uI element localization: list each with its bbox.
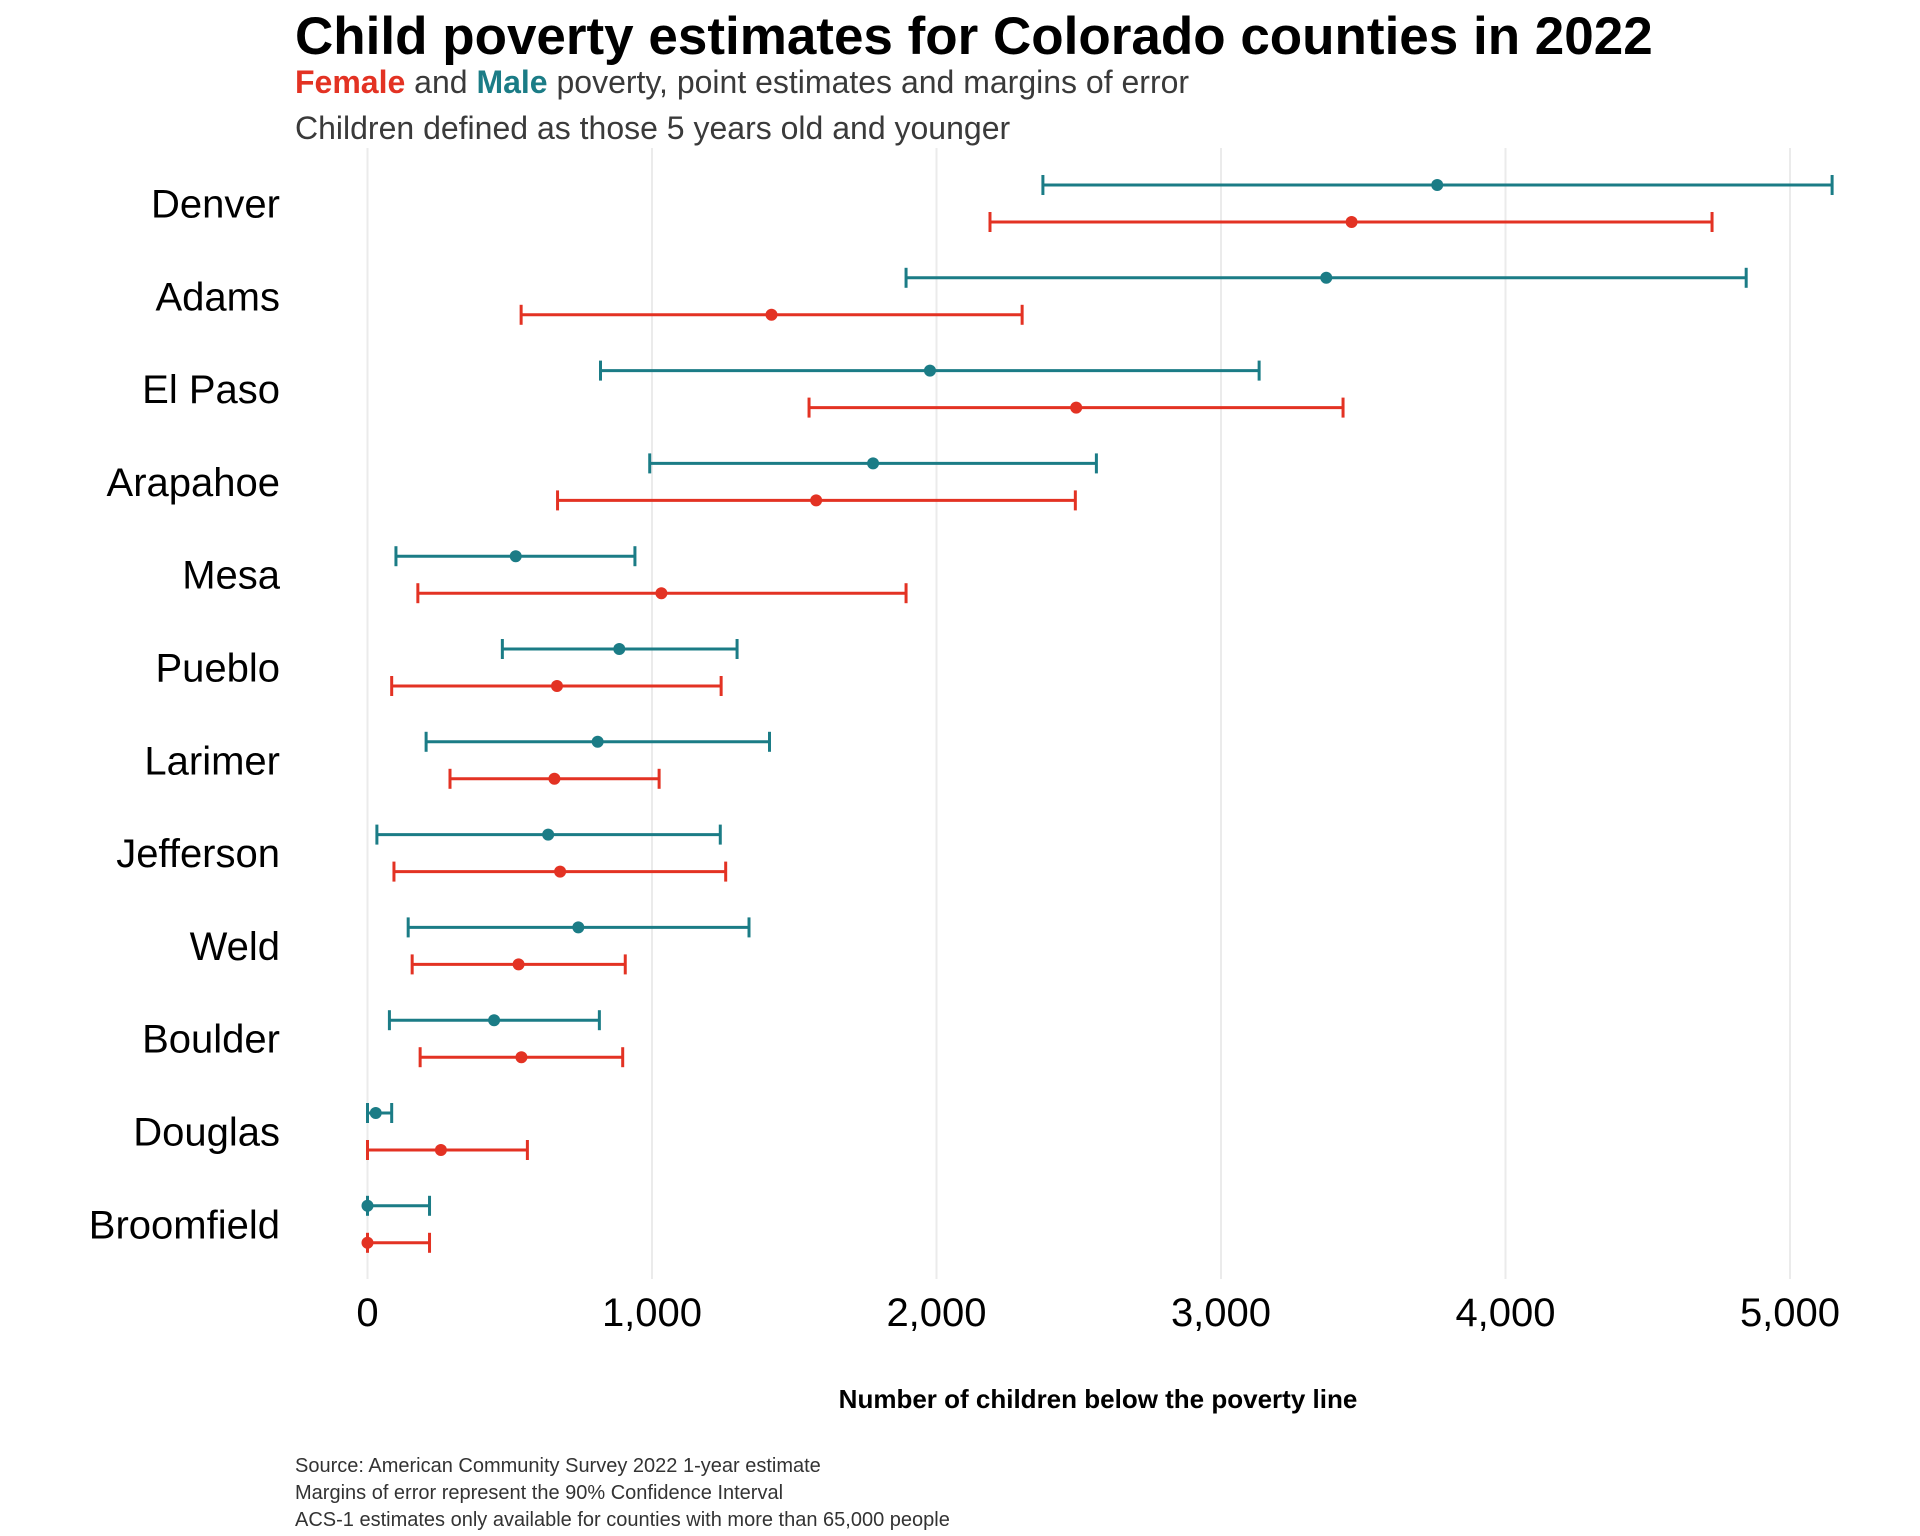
- point-estimate: [361, 1236, 374, 1249]
- point-estimate: [509, 550, 522, 563]
- y-tick-label: Douglas: [133, 1111, 280, 1155]
- errorbar-male: [424, 731, 771, 752]
- errorbar-male: [375, 824, 722, 845]
- y-tick-label: Jefferson: [116, 832, 280, 876]
- point-estimate: [591, 735, 604, 748]
- point-estimate: [923, 364, 936, 377]
- x-tick-label: 0: [356, 1291, 378, 1335]
- chart-subtitle: Female and Male poverty, point estimates…: [295, 64, 1189, 101]
- caption-source: Source: American Community Survey 2022 1…: [295, 1455, 821, 1477]
- point-estimate: [361, 1199, 374, 1212]
- legend-female: Female: [295, 64, 406, 100]
- errorbar-male: [387, 1010, 601, 1031]
- y-tick-label: Denver: [151, 183, 280, 227]
- errorbar-male: [500, 639, 739, 659]
- legend-male: Male: [476, 64, 548, 100]
- point-estimate: [369, 1107, 382, 1119]
- x-tick-label: 4,000: [1455, 1291, 1555, 1335]
- errorbar-female: [519, 304, 1024, 325]
- errorbar-male: [1041, 175, 1834, 195]
- y-tick-label: Mesa: [182, 554, 281, 598]
- errorbar-male: [599, 360, 1261, 381]
- errorbar-male: [361, 1195, 432, 1216]
- point-estimate: [512, 958, 525, 971]
- y-tick-label: Adams: [156, 275, 281, 319]
- point-estimate: [1320, 271, 1333, 284]
- errorbar-female: [988, 212, 1714, 232]
- errorbar-female: [448, 768, 661, 789]
- x-tick-label: 3,000: [1171, 1291, 1271, 1335]
- errorbar-female: [416, 583, 908, 604]
- y-tick-label: Broomfield: [89, 1203, 280, 1247]
- errorbar-male: [406, 917, 751, 938]
- point-estimate: [613, 643, 626, 655]
- point-estimate: [1070, 401, 1083, 414]
- errorbar-female: [390, 676, 723, 696]
- x-tick-label: 1,000: [602, 1291, 702, 1335]
- errorbar-female: [410, 954, 627, 975]
- point-estimate: [867, 457, 880, 470]
- chart-title: Child poverty estimates for Colorado cou…: [295, 7, 1653, 66]
- x-tick-label: 5,000: [1740, 1291, 1840, 1335]
- errorbar-female: [366, 1140, 529, 1160]
- point-estimate: [655, 587, 668, 600]
- point-estimate: [810, 494, 823, 507]
- errorbar-male: [648, 453, 1098, 474]
- y-tick-label: El Paso: [142, 368, 280, 412]
- y-tick-label: Larimer: [144, 739, 280, 783]
- x-axis-labels: 0 1,000 2,000 3,000 4,000 5,000: [356, 1291, 1840, 1335]
- errorbar-female: [361, 1232, 432, 1253]
- subtitle-and: and: [405, 64, 477, 100]
- y-axis-labels: Denver Adams El Paso Arapahoe Mesa Pueblo Lari…: [89, 183, 281, 1248]
- errorbar-female: [807, 397, 1345, 418]
- point-estimate: [765, 308, 778, 321]
- x-axis-title: Number of children below the poverty lin…: [839, 1384, 1358, 1414]
- point-estimate: [434, 1144, 447, 1156]
- point-estimate: [515, 1051, 528, 1064]
- errorbar-male: [366, 1103, 394, 1123]
- point-estimate: [550, 680, 563, 692]
- chart-subtitle-2: Children defined as those 5 years old an…: [295, 110, 1011, 146]
- point-estimate: [548, 772, 561, 785]
- x-tick-label: 2,000: [886, 1291, 986, 1335]
- errorbar-female: [556, 490, 1077, 511]
- point-estimate: [572, 921, 585, 934]
- grid-lines: [366, 148, 1791, 1279]
- point-estimate: [1431, 179, 1444, 191]
- point-estimate: [542, 828, 555, 841]
- point-estimate: [1345, 216, 1358, 228]
- error-bars: [361, 175, 1834, 1253]
- y-tick-label: Weld: [190, 925, 280, 969]
- errorbar-male: [394, 546, 637, 567]
- y-tick-label: Arapahoe: [107, 461, 280, 505]
- subtitle-rest: poverty, point estimates and margins of …: [547, 64, 1190, 100]
- y-tick-label: Boulder: [142, 1018, 280, 1062]
- errorbar-male: [904, 267, 1748, 288]
- errorbar-female: [392, 861, 728, 882]
- caption-availability: ACS-1 estimates only available for count…: [295, 1509, 950, 1531]
- errorbar-female: [418, 1047, 625, 1068]
- point-estimate: [554, 865, 567, 878]
- caption-moe: Margins of error represent the 90% Confi…: [295, 1482, 784, 1504]
- y-tick-label: Pueblo: [155, 647, 280, 691]
- point-estimate: [488, 1014, 501, 1027]
